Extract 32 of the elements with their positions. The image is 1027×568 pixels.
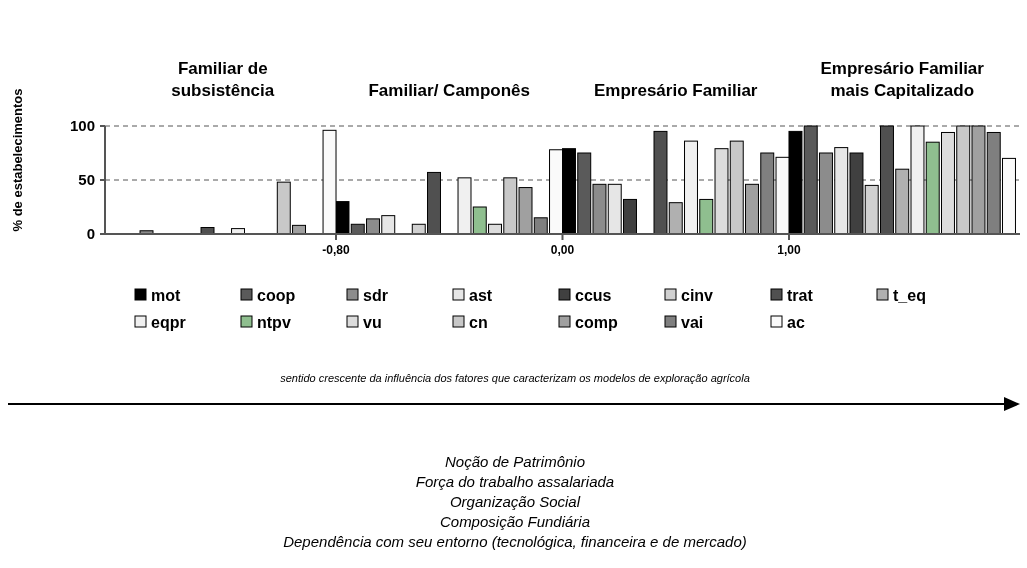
text: Organização Social — [449, 493, 581, 510]
legend-label: vai — [681, 313, 704, 331]
legend-label: mot — [151, 286, 181, 304]
legend-label: ccus — [575, 286, 612, 304]
x-tick-label: Familiar/ Camponês — [368, 81, 531, 100]
legend-label: t_eq — [893, 286, 926, 304]
legend-label: coop — [257, 286, 296, 304]
x-tick-label: Familiar de subsistência — [171, 59, 275, 100]
x-tick-label: Empresário Familiar mais Capitalizado — [820, 59, 985, 100]
text: Noção de Patrimônio — [444, 453, 586, 470]
legend-label: comp — [575, 313, 618, 331]
legend-label: ast — [469, 286, 493, 304]
y-axis-title: % de estabelecimentos — [10, 88, 25, 232]
legend-label: eqpr — [151, 313, 186, 331]
legend-label: ac — [787, 313, 805, 331]
text: 1,00 — [777, 243, 801, 257]
text: 0,00 — [550, 243, 575, 257]
x-tick-label: Empresário Familiar — [594, 81, 758, 100]
legend-label: sdr — [363, 286, 388, 304]
text: Composição Fundiária — [439, 513, 591, 530]
legend-label: vu — [363, 313, 382, 331]
legend-label: cn — [469, 313, 488, 331]
text: sentido crescente da influência dos fatores que caracterizam os modelos de exploração agrícola — [280, 372, 750, 384]
text: Dependência com seu entorno (tecnológica, financeira e de mercado) — [283, 533, 747, 550]
y-tick-label: 100 — [69, 117, 95, 135]
y-tick-label: 50 — [78, 171, 95, 189]
text: -0,80 — [322, 243, 351, 257]
legend-label: ntpv — [257, 313, 291, 331]
y-tick-label: 0 — [86, 225, 95, 243]
text: Força do trabalho assalariada — [415, 473, 615, 490]
legend-label: trat — [787, 286, 814, 304]
legend-label: cinv — [681, 286, 714, 304]
